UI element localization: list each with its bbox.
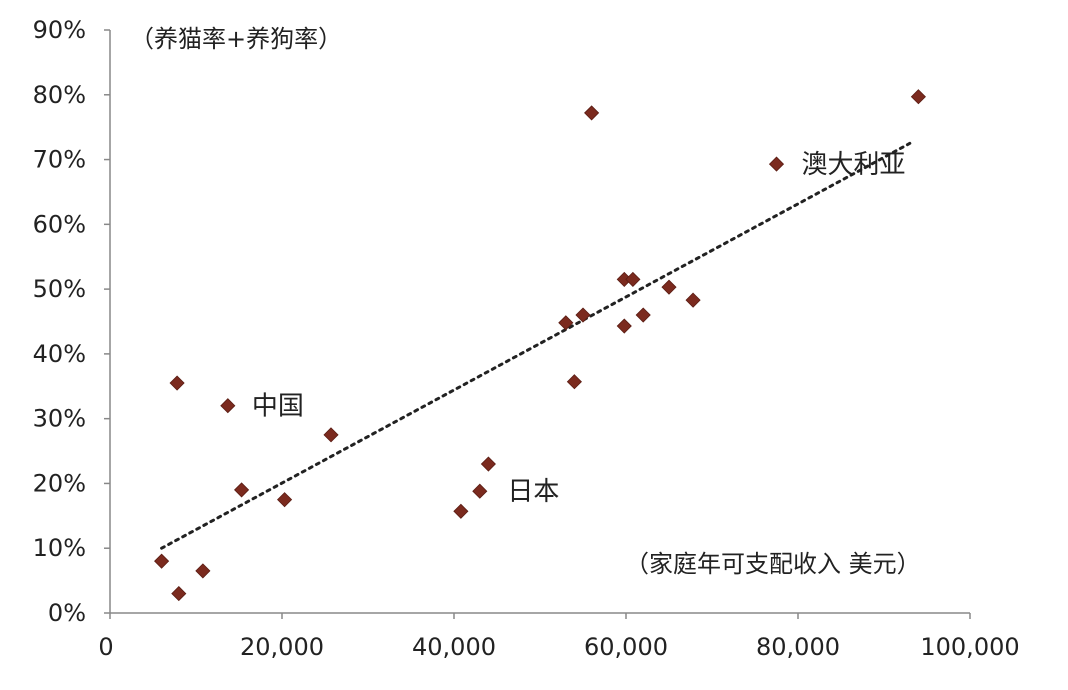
data-point	[616, 318, 632, 334]
y-tick-label: 0%	[48, 599, 86, 627]
data-point	[575, 307, 591, 323]
y-tick-label: 20%	[33, 469, 86, 497]
y-tick-label: 90%	[33, 16, 86, 44]
data-point	[558, 315, 574, 331]
data-point	[661, 279, 677, 295]
x-tick-label: 100,000	[920, 633, 1019, 661]
y-tick-label: 50%	[33, 275, 86, 303]
data-point	[171, 586, 187, 602]
x-axis: 0 20,000 40,000 60,000 80,000 100,000	[98, 612, 1020, 661]
data-point	[169, 375, 185, 391]
data-point	[453, 503, 469, 519]
y-axis: 0% 10% 20% 30% 40% 50% 60% 70% 80% 90%	[33, 16, 111, 627]
y-axis-label: （养猫率+养狗率）	[130, 25, 342, 53]
point-annotation: 中国	[252, 392, 304, 422]
x-tick-label: 0	[98, 633, 113, 661]
data-point	[625, 271, 641, 287]
y-tick-label: 60%	[33, 210, 86, 238]
data-point	[584, 105, 600, 121]
y-tick-label: 70%	[33, 146, 86, 174]
trendline	[160, 141, 912, 550]
point-annotation: 澳大利亚	[801, 150, 905, 180]
y-tick-label: 40%	[33, 340, 86, 368]
data-point	[154, 553, 170, 569]
x-tick-label: 80,000	[756, 633, 840, 661]
data-point	[566, 374, 582, 390]
data-point	[635, 307, 651, 323]
data-point	[220, 398, 236, 414]
x-tick-label: 20,000	[240, 633, 324, 661]
data-point	[910, 89, 926, 105]
x-tick-label: 60,000	[584, 633, 668, 661]
data-point	[195, 563, 211, 579]
y-tick-label: 30%	[33, 405, 86, 433]
x-tick-label: 40,000	[412, 633, 496, 661]
y-tick-label: 10%	[33, 534, 86, 562]
data-point	[277, 492, 293, 508]
y-tick-label: 80%	[33, 81, 86, 109]
data-point	[768, 156, 785, 172]
data-point	[234, 482, 250, 498]
data-point	[480, 456, 496, 472]
data-point	[685, 292, 701, 308]
data-point	[472, 483, 488, 499]
point-annotation: 日本	[507, 477, 559, 507]
data-point	[323, 427, 339, 443]
x-axis-label: （家庭年可支配收入 美元）	[625, 550, 921, 578]
